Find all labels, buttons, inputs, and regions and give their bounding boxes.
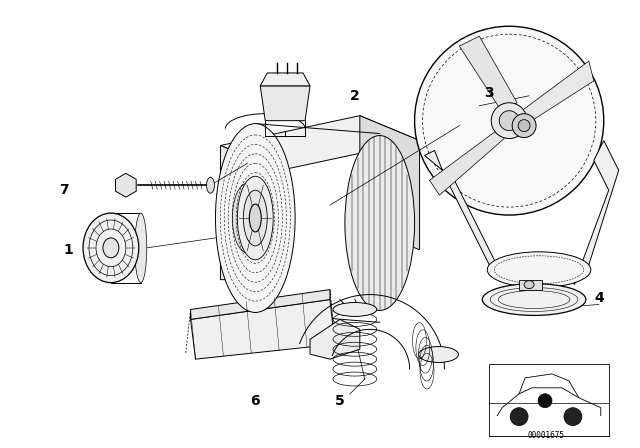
Ellipse shape bbox=[83, 213, 139, 283]
Polygon shape bbox=[429, 129, 504, 195]
Ellipse shape bbox=[103, 238, 119, 258]
Polygon shape bbox=[460, 36, 517, 111]
Ellipse shape bbox=[207, 177, 214, 193]
Bar bbox=[489, 364, 609, 435]
Text: 6: 6 bbox=[250, 394, 260, 408]
Ellipse shape bbox=[483, 284, 586, 315]
Ellipse shape bbox=[216, 124, 295, 312]
Text: 5: 5 bbox=[335, 394, 345, 408]
Text: 4: 4 bbox=[594, 291, 604, 305]
Ellipse shape bbox=[512, 114, 536, 138]
Polygon shape bbox=[260, 86, 310, 121]
Ellipse shape bbox=[333, 302, 377, 316]
Text: 3: 3 bbox=[484, 86, 494, 100]
Polygon shape bbox=[191, 289, 330, 319]
Text: 2: 2 bbox=[350, 89, 360, 103]
Polygon shape bbox=[424, 151, 504, 280]
Ellipse shape bbox=[232, 183, 262, 253]
Polygon shape bbox=[220, 116, 420, 170]
Ellipse shape bbox=[564, 408, 582, 426]
Ellipse shape bbox=[237, 177, 273, 260]
Polygon shape bbox=[310, 319, 360, 359]
Polygon shape bbox=[519, 61, 594, 125]
Polygon shape bbox=[115, 173, 136, 197]
Ellipse shape bbox=[518, 120, 530, 132]
Text: 00001675: 00001675 bbox=[528, 431, 564, 440]
Text: 7: 7 bbox=[60, 183, 69, 197]
Ellipse shape bbox=[243, 190, 268, 246]
Ellipse shape bbox=[415, 26, 604, 215]
Polygon shape bbox=[220, 146, 280, 280]
Ellipse shape bbox=[487, 252, 591, 288]
Ellipse shape bbox=[524, 280, 534, 289]
Polygon shape bbox=[191, 300, 335, 359]
Polygon shape bbox=[519, 280, 542, 289]
Ellipse shape bbox=[538, 394, 552, 408]
Text: 1: 1 bbox=[63, 243, 73, 257]
Polygon shape bbox=[260, 73, 310, 86]
Ellipse shape bbox=[250, 204, 261, 232]
Ellipse shape bbox=[492, 103, 527, 138]
Ellipse shape bbox=[135, 213, 147, 283]
Ellipse shape bbox=[345, 136, 415, 310]
Polygon shape bbox=[360, 116, 420, 250]
Ellipse shape bbox=[510, 408, 528, 426]
Ellipse shape bbox=[419, 347, 458, 362]
Ellipse shape bbox=[499, 111, 519, 130]
Polygon shape bbox=[574, 141, 619, 284]
